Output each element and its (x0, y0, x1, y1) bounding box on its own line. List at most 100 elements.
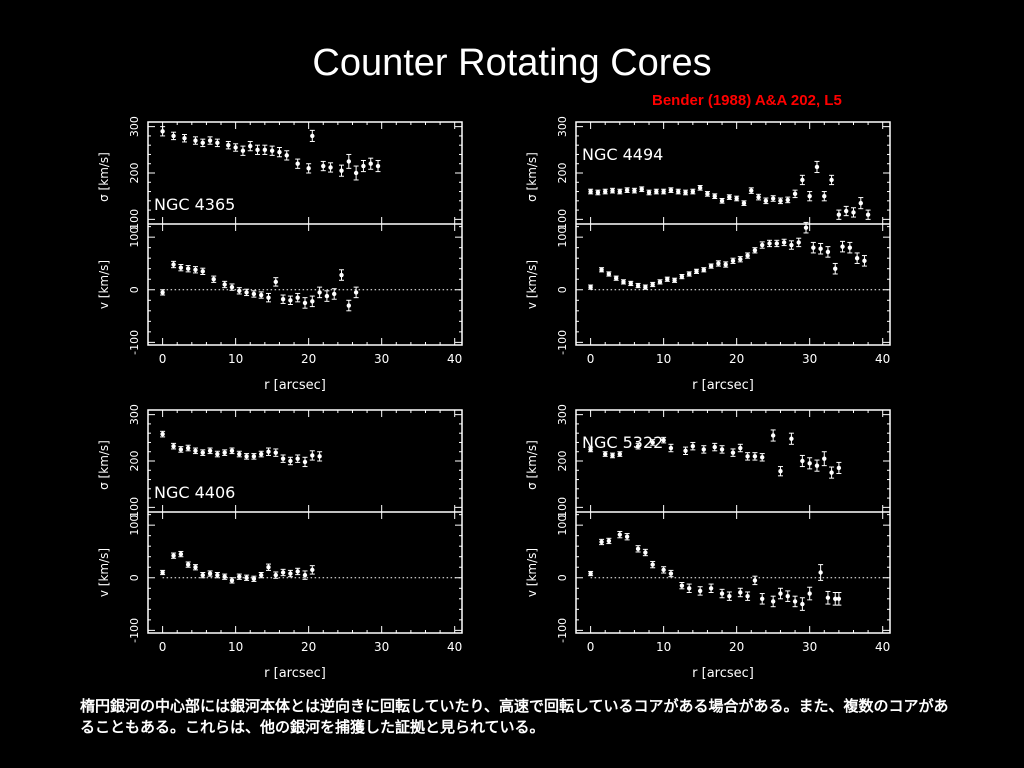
sigma-data-point (295, 456, 300, 461)
sigma-data-point (800, 177, 805, 183)
velocity-data-point (770, 599, 776, 604)
velocity-data-point (295, 569, 300, 574)
sigma-data-point (610, 188, 615, 193)
velocity-data-point (760, 596, 765, 602)
sigma-data-point (727, 194, 732, 200)
sigma-data-point (661, 437, 666, 443)
sigma-data-point (738, 445, 743, 451)
velocity-data-point (694, 269, 699, 274)
sigma-data-point (770, 196, 776, 201)
velocity-data-point (606, 538, 612, 544)
sigma-data-point (353, 170, 359, 176)
velocity-data-point (738, 590, 743, 595)
x-tick-label: 0 (159, 352, 167, 366)
sigma-data-point (310, 133, 315, 139)
sigma-data-point (588, 447, 593, 452)
chart-panel-ngc-5322: 0 10 20 30 40 100 200 300 -100 0 100 σ [km/s] v [km/… (525, 404, 891, 681)
velocity-data-point (781, 240, 787, 245)
x-tick-label: 0 (587, 352, 595, 366)
sigma-data-point (719, 198, 725, 204)
v-tick-label: 0 (556, 574, 569, 581)
sigma-data-point (683, 190, 688, 195)
velocity-data-point (796, 240, 801, 245)
v-tick-label: -100 (556, 618, 569, 643)
velocity-data-point (244, 290, 249, 295)
sigma-data-point (745, 454, 750, 459)
velocity-data-point (171, 262, 176, 267)
sigma-data-point (712, 444, 717, 450)
velocity-data-point (273, 572, 278, 578)
x-tick-label: 20 (729, 640, 744, 654)
velocity-data-point (825, 595, 831, 600)
sigma-data-point (763, 198, 769, 204)
x-tick-label: 10 (656, 640, 671, 654)
slide-title: Counter Rotating Cores (312, 42, 712, 84)
velocity-data-point (273, 279, 278, 285)
sigma-data-point (193, 138, 198, 143)
x-tick-label: 20 (301, 640, 316, 654)
velocity-data-point (730, 258, 736, 264)
sigma-data-point (215, 451, 220, 457)
sigma-axis-label: σ [km/s] (525, 440, 539, 490)
x-tick-label: 40 (875, 640, 890, 654)
sigma-data-point (749, 188, 754, 193)
velocity-data-point (745, 593, 750, 599)
velocity-data-point (617, 532, 623, 537)
sigma-data-point (741, 200, 747, 206)
sigma-data-point (277, 149, 282, 155)
velocity-data-point (310, 299, 315, 304)
velocity-data-point (657, 279, 663, 285)
plot-frame (575, 121, 891, 346)
v-tick-label: -100 (128, 618, 141, 643)
velocity-data-point (679, 583, 685, 588)
velocity-data-point (701, 267, 706, 272)
v-tick-label: 100 (556, 515, 569, 536)
sigma-data-point (676, 189, 681, 194)
velocity-data-point (833, 266, 838, 271)
sigma-data-point (789, 436, 794, 441)
velocity-data-point (854, 255, 860, 261)
velocity-data-point (807, 591, 812, 596)
sigma-tick-label: 200 (128, 451, 141, 472)
velocity-data-point (302, 572, 308, 578)
velocity-data-point (606, 271, 612, 277)
velocity-data-point (836, 596, 842, 602)
sigma-data-point (668, 445, 674, 451)
velocity-data-point (613, 275, 619, 281)
galaxy-name-label: NGC 5322 (582, 433, 663, 452)
velocity-data-point (207, 571, 213, 576)
velocity-data-point (211, 277, 216, 282)
velocity-data-point (310, 567, 315, 573)
velocity-data-point (599, 267, 604, 272)
velocity-data-point (818, 246, 823, 251)
velocity-data-point (353, 290, 359, 295)
velocity-data-point (302, 300, 308, 306)
velocity-data-point (661, 567, 666, 573)
sigma-data-point (207, 448, 213, 453)
x-tick-label: 30 (374, 352, 389, 366)
sigma-data-point (200, 140, 205, 146)
plot-frame (147, 409, 463, 634)
v-tick-label: -100 (556, 330, 569, 355)
velocity-data-point (200, 572, 205, 578)
sigma-data-point (346, 159, 352, 164)
v-tick-label: 0 (556, 286, 569, 293)
sigma-data-point (760, 455, 765, 460)
sigma-data-point (778, 469, 783, 474)
x-tick-label: 20 (301, 352, 316, 366)
sigma-data-point (646, 190, 652, 195)
plot-frame (575, 409, 891, 634)
v-tick-label: 100 (556, 227, 569, 248)
sigma-data-point (785, 197, 790, 203)
x-tick-label: 30 (374, 640, 389, 654)
velocity-data-point (811, 245, 816, 250)
x-tick-label: 10 (228, 352, 243, 366)
velocity-data-point (800, 601, 805, 607)
sigma-data-point (222, 450, 227, 455)
sigma-data-point (226, 142, 231, 148)
velocity-data-point (171, 553, 176, 558)
sigma-data-point (171, 443, 176, 449)
sigma-data-point (603, 451, 608, 457)
sigma-data-point (310, 453, 315, 458)
velocity-data-point (650, 562, 655, 567)
